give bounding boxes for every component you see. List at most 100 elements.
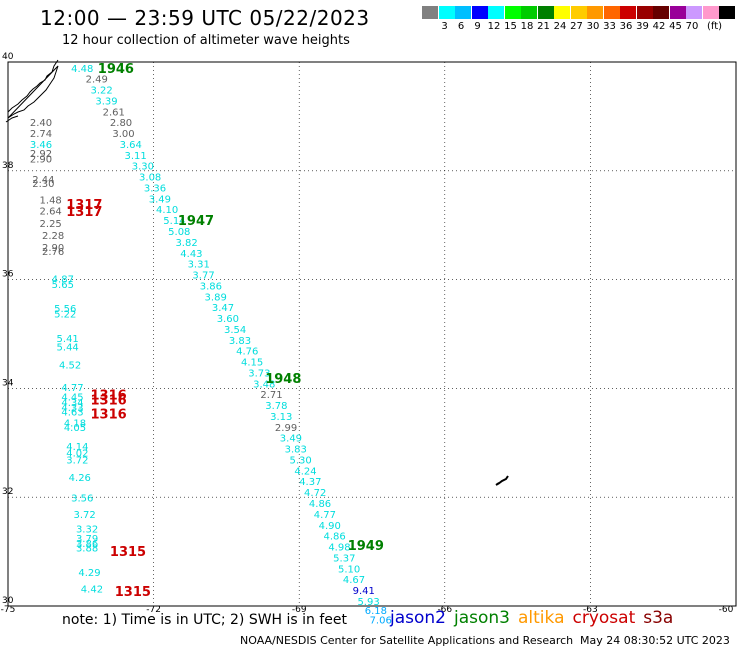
wave-height-label: 2.74 [30, 129, 52, 140]
color-tick-label: 24 [553, 21, 567, 32]
color-tick-label: 27 [570, 21, 583, 32]
wave-height-label: 4.45 [61, 392, 83, 403]
pass-time-label: 1316 [91, 407, 127, 422]
pass-time-label: 1949 [348, 539, 384, 554]
wave-height-label: 3.47 [212, 303, 234, 314]
page-subtitle: 12 hour collection of altimeter wave hei… [62, 33, 350, 48]
wave-height-label: 2.76 [42, 247, 64, 258]
generated-timestamp: May 24 08:30:52 UTC 2023 [580, 634, 730, 647]
wave-height-label: 3.88 [76, 544, 98, 555]
lat-tick-label: 36 [2, 270, 14, 280]
wave-height-label: 2.49 [86, 75, 108, 86]
pass-time-label: 1315 [115, 585, 151, 600]
pass-time-label: 1947 [178, 214, 214, 229]
wave-height-label: 5.30 [289, 455, 311, 466]
wave-height-label: 4.72 [304, 488, 326, 499]
satellite-altika: altika [518, 608, 565, 628]
wave-height-label: 3.13 [270, 412, 292, 423]
wave-height-label: 3.49 [280, 434, 302, 445]
wave-height-label: 4.98 [328, 543, 350, 554]
wave-height-label: 4.87 [52, 274, 74, 285]
wave-height-label: 4.33 [61, 403, 83, 414]
color-tick-label: 12 [487, 21, 501, 32]
lat-tick-label: 38 [2, 161, 14, 171]
color-tick-label: 45 [669, 21, 682, 32]
wave-height-label: 5.65 [52, 280, 74, 291]
wave-height-label: 5.37 [333, 553, 355, 564]
bermuda-island [495, 475, 509, 486]
wave-height-label: 2.92 [30, 149, 52, 160]
color-tick-label: 9 [474, 21, 481, 32]
wave-height-label: 3.31 [188, 260, 210, 271]
wave-height-label: 4.37 [299, 477, 321, 488]
wave-height-label: 3.77 [192, 271, 214, 282]
wave-height-label: 3.86 [76, 539, 98, 550]
lat-tick-label: 32 [2, 487, 13, 497]
wave-height-label: 3.82 [175, 238, 197, 249]
wave-height-label: 5.10 [338, 564, 360, 575]
color-tick-label: 3 [441, 21, 448, 32]
wave-height-label: 3.89 [205, 292, 227, 303]
wave-height-label: 3.83 [229, 336, 251, 347]
wave-height-label: 3.56 [71, 494, 93, 505]
color-tick-label: 15 [504, 21, 517, 32]
map-frame [7, 61, 737, 607]
wave-height-label: 3.72 [66, 455, 88, 466]
satellite-cryosat: cryosat [572, 608, 636, 628]
wave-height-label: 2.80 [110, 118, 132, 129]
wave-height-label: 4.63 [61, 408, 83, 419]
wave-height-label: 2.40 [30, 118, 52, 129]
lat-tick-label: 30 [2, 596, 14, 606]
wave-height-label: 3.30 [132, 162, 154, 173]
wave-height-label: 4.77 [61, 383, 83, 394]
wave-height-label: 3.11 [124, 151, 146, 162]
wave-height-label: 5.93 [357, 597, 379, 608]
pass-time-label: 1948 [265, 372, 301, 387]
wave-height-label: 2.44 [32, 175, 54, 186]
pass-time-label: 1317 [66, 198, 102, 213]
lat-tick-label: 40 [2, 52, 14, 62]
wave-height-label: 5.14 [163, 216, 185, 227]
wave-height-label: 5.22 [54, 310, 76, 321]
wave-height-label: 6.18 [365, 606, 387, 617]
pass-time-label: 1946 [98, 62, 134, 77]
wave-height-label: 7.06 [370, 615, 392, 626]
wave-height-label: 2.28 [42, 231, 64, 242]
wave-height-label: 3.73 [248, 368, 270, 379]
wave-height-label: 2.90 [42, 243, 64, 254]
lon-tick-label: -75 [1, 605, 16, 615]
color-tick-label: 39 [636, 21, 649, 32]
wave-height-label: 3.72 [74, 510, 96, 521]
lat-tick-label: 34 [2, 378, 14, 388]
wave-height-label: 3.00 [112, 129, 134, 140]
color-tick-label: 36 [619, 21, 633, 32]
wave-height-label: 4.29 [78, 568, 100, 579]
wave-height-label: 2.30 [32, 179, 54, 190]
wave-height-label: 3.60 [217, 314, 239, 325]
wave-height-label: 2.99 [275, 423, 297, 434]
wave-height-label: 4.02 [66, 448, 88, 459]
wave-height-label: 4.67 [343, 575, 365, 586]
lon-tick-label: -63 [583, 605, 598, 615]
wave-height-label: 3.86 [200, 281, 222, 292]
color-unit-label: (ft) [706, 21, 723, 32]
wave-height-label: 4.05 [64, 423, 86, 434]
color-tick-label: 18 [520, 21, 534, 32]
wave-height-label: 4.43 [180, 249, 202, 260]
color-tick-label: 70 [685, 21, 699, 32]
wave-height-label: 3.64 [120, 140, 142, 151]
wave-height-label: 4.86 [323, 532, 345, 543]
wave-height-label: 2.61 [103, 107, 125, 118]
wave-height-label: 4.52 [59, 360, 81, 371]
wave-height-label: 3.22 [91, 86, 113, 97]
color-tick-label: 42 [652, 21, 666, 32]
wave-height-label: 4.14 [66, 442, 88, 453]
wave-height-label: 2.64 [40, 206, 62, 217]
pass-time-label: 1316 [91, 394, 127, 409]
wave-height-label: 5.44 [57, 342, 79, 353]
wave-height-label: 4.76 [236, 347, 258, 358]
wave-height-label: 4.86 [309, 499, 331, 510]
wave-height-label: 4.15 [241, 358, 263, 369]
wave-height-label: 4.42 [81, 584, 103, 595]
